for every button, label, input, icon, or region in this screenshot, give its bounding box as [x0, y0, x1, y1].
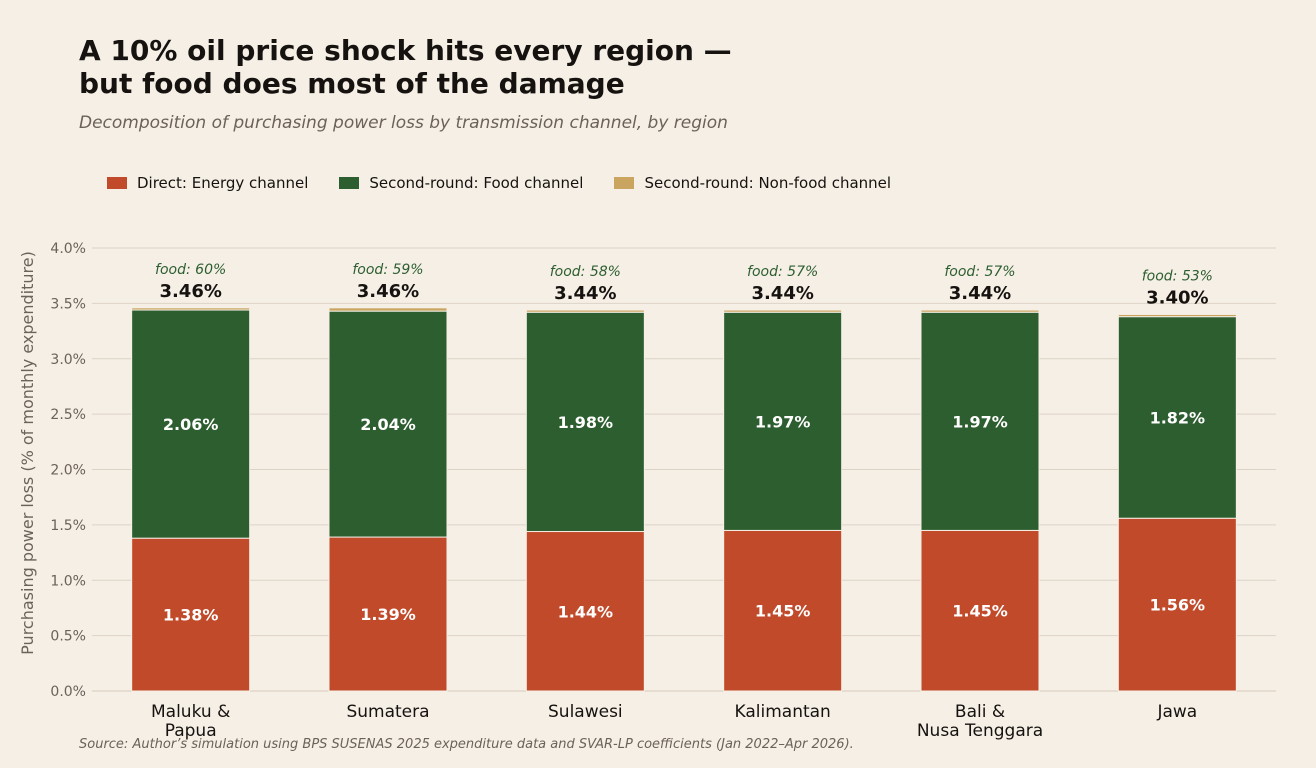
bar-segment-food	[723, 311, 843, 531]
total-value-label: 3.40%	[1146, 287, 1208, 308]
bar-segment-nonfood	[328, 307, 448, 312]
y-tick-label: 1.0%	[50, 573, 86, 589]
x-category-label: Nusa Tenggara	[917, 721, 1043, 741]
food-share-label: food: 53%	[1142, 268, 1213, 284]
y-tick-label: 2.0%	[50, 463, 86, 479]
segment-value-label: 1.98%	[558, 413, 614, 432]
bar-segment-energy	[920, 529, 1040, 692]
food-share-label: food: 57%	[747, 264, 818, 280]
y-tick-label: 2.5%	[50, 407, 86, 423]
y-tick-label: 4.0%	[50, 241, 86, 257]
y-tick-label: 0.5%	[50, 629, 86, 645]
bar-segment-food	[920, 311, 1040, 531]
total-value-label: 3.46%	[159, 281, 221, 302]
chart-title-line1: A 10% oil price shock hits every region …	[79, 34, 732, 67]
total-value-label: 3.44%	[554, 283, 616, 304]
legend-item-nonfood: Second-round: Non-food channel	[614, 174, 891, 192]
segment-value-label: 1.45%	[952, 602, 1008, 621]
y-tick-label: 0.0%	[50, 684, 86, 700]
bar-segment-energy	[131, 537, 251, 692]
y-tick-label: 3.0%	[50, 352, 86, 368]
legend-item-energy: Direct: Energy channel	[107, 174, 308, 192]
x-category-label: Bali &	[955, 702, 1005, 722]
legend-swatch-nonfood	[614, 177, 635, 189]
segment-value-label: 1.44%	[558, 602, 614, 621]
x-axis-categories: Maluku &Papua Sumatera Sulawesi Kalimantan B…	[151, 702, 1197, 741]
legend-label-food: Second-round: Food channel	[369, 174, 584, 192]
segment-value-label: 1.97%	[755, 412, 811, 431]
bar-segment-energy	[525, 531, 645, 692]
segment-value-label: 1.45%	[755, 602, 811, 621]
x-category-label: Jawa	[1156, 702, 1197, 722]
legend-label-energy: Direct: Energy channel	[137, 174, 309, 192]
x-category-label: Maluku &	[151, 702, 230, 722]
y-axis-ticks: 0.0% 0.5% 1.0% 1.5% 2.0% 2.5% 3.0% 3.5% 4.0%	[50, 241, 86, 700]
bar-segment-nonfood	[1117, 313, 1237, 318]
gridlines	[92, 247, 1276, 692]
bar-segment-food	[525, 311, 645, 533]
bar-segment-energy	[328, 536, 448, 692]
total-value-label: 3.44%	[751, 283, 813, 304]
food-share-label: food: 59%	[352, 262, 423, 278]
y-axis-label: Purchasing power loss (% of monthly expe…	[18, 251, 37, 655]
food-share-label: food: 60%	[155, 262, 226, 278]
x-category-label: Papua	[165, 721, 217, 741]
bar-segment-nonfood	[723, 309, 843, 313]
legend-swatch-food	[339, 177, 360, 189]
segment-value-label: 1.38%	[163, 606, 219, 625]
bar-labels: 1.38% 2.06% 3.46% food: 60% 1.39% 2.04% 3.46% f…	[155, 262, 1213, 625]
bar-segment-energy	[723, 529, 843, 692]
bar-segment-food	[328, 310, 448, 538]
bars	[131, 307, 1237, 692]
segment-value-label: 1.97%	[952, 412, 1008, 431]
bar-segment-energy	[1117, 517, 1237, 692]
bar-segment-food	[1117, 316, 1237, 519]
chart-title-line2: but food does most of the damage	[79, 67, 625, 100]
segment-value-label: 1.39%	[360, 605, 416, 624]
segment-value-label: 2.06%	[163, 415, 219, 434]
food-share-label: food: 57%	[944, 264, 1015, 280]
y-tick-label: 1.5%	[50, 518, 86, 534]
segment-value-label: 1.82%	[1150, 408, 1206, 427]
y-tick-label: 3.5%	[50, 296, 86, 312]
x-category-label: Kalimantan	[735, 702, 831, 722]
bar-segment-nonfood	[920, 309, 1040, 313]
bar-segment-nonfood	[525, 309, 645, 313]
bar-segment-food	[131, 309, 251, 539]
legend-label-nonfood: Second-round: Non-food channel	[644, 174, 892, 192]
segment-value-label: 1.56%	[1150, 596, 1206, 615]
legend-swatch-energy	[107, 177, 127, 189]
total-value-label: 3.46%	[357, 281, 419, 302]
legend-item-food: Second-round: Food channel	[339, 174, 583, 192]
x-category-label: Sumatera	[346, 702, 429, 722]
food-share-label: food: 58%	[550, 264, 621, 280]
total-value-label: 3.44%	[949, 283, 1011, 304]
segment-value-label: 2.04%	[360, 415, 416, 434]
source-note: Source: Author’s simulation using BPS SU…	[79, 737, 854, 752]
legend: Direct: Energy channel Second-round: Foo…	[107, 174, 922, 192]
chart-subtitle: Decomposition of purchasing power loss b…	[79, 113, 728, 133]
x-category-label: Sulawesi	[548, 702, 623, 722]
chart-title: A 10% oil price shock hits every region …	[79, 34, 879, 100]
bar-segment-nonfood	[131, 307, 251, 311]
